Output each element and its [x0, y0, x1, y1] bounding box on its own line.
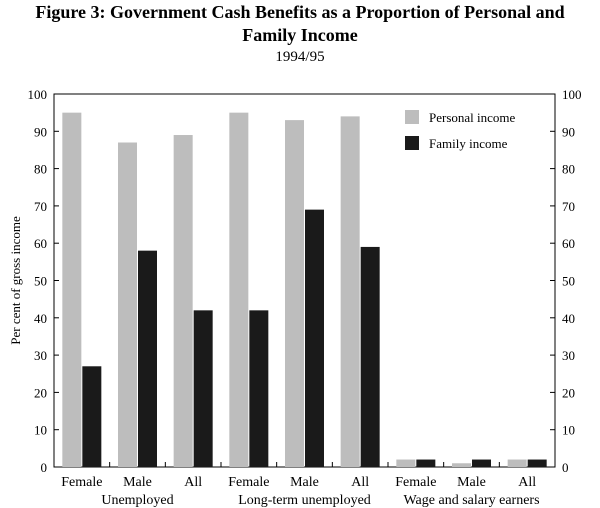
category-label: All — [351, 475, 369, 490]
y-tick-label-left: 70 — [34, 199, 47, 214]
y-tick-label-left: 60 — [34, 236, 47, 251]
y-axis-label: Per cent of gross income — [8, 216, 23, 345]
group-label: Long-term unemployed — [238, 493, 371, 508]
y-tick-label-right: 10 — [562, 423, 575, 438]
legend-label-family: Family income — [429, 136, 508, 151]
y-tick-label-right: 50 — [562, 274, 575, 289]
bar-family-income — [138, 250, 157, 467]
group-label: Wage and salary earners — [403, 493, 539, 508]
bar-family-income — [249, 310, 269, 467]
y-tick-label-left: 50 — [34, 274, 47, 289]
bar-family-income — [416, 459, 436, 467]
chart-title-line-1: Figure 3: Government Cash Benefits as a … — [35, 2, 565, 22]
bar-personal-income — [62, 112, 82, 468]
y-tick-label-right: 100 — [562, 87, 582, 102]
category-label: Female — [61, 475, 102, 490]
bar-personal-income — [452, 463, 471, 467]
y-tick-label-right: 80 — [562, 162, 575, 177]
chart-title-line-2: Family Income — [242, 25, 358, 45]
y-tick-label-left: 40 — [34, 311, 47, 326]
y-tick-label-left: 80 — [34, 162, 47, 177]
y-tick-label-left: 0 — [41, 460, 48, 475]
y-tick-label-left: 20 — [34, 385, 47, 400]
y-tick-label-left: 10 — [34, 423, 47, 438]
category-label: Female — [395, 475, 436, 490]
y-tick-label-right: 20 — [562, 385, 575, 400]
bar-personal-income — [396, 459, 416, 467]
bar-family-income — [527, 459, 547, 467]
bar-family-income — [82, 366, 102, 467]
legend-label-personal: Personal income — [429, 110, 516, 125]
bar-personal-income — [173, 135, 193, 467]
bar-family-income — [305, 209, 324, 467]
legend-swatch-personal — [405, 110, 419, 124]
bar-personal-income — [340, 116, 360, 467]
y-tick-label-right: 60 — [562, 236, 575, 251]
y-tick-label-left: 90 — [34, 124, 47, 139]
y-tick-label-right: 40 — [562, 311, 575, 326]
y-tick-label-right: 30 — [562, 348, 575, 363]
bar-personal-income — [229, 112, 249, 468]
y-tick-label-left: 100 — [28, 87, 48, 102]
bar-personal-income — [507, 459, 527, 467]
category-label: Male — [457, 475, 486, 490]
bar-family-income — [360, 246, 380, 467]
legend-swatch-family — [405, 136, 419, 150]
bar-personal-income — [118, 142, 137, 468]
category-label: All — [184, 475, 202, 490]
bar-family-income — [193, 310, 213, 467]
bar-family-income — [472, 459, 491, 467]
y-tick-label-right: 70 — [562, 199, 575, 214]
y-tick-label-right: 0 — [562, 460, 569, 475]
y-tick-label-left: 30 — [34, 348, 47, 363]
y-tick-label-right: 90 — [562, 124, 575, 139]
category-label: All — [518, 475, 536, 490]
category-label: Male — [290, 475, 319, 490]
chart-subtitle: 1994/95 — [275, 49, 325, 65]
category-label: Female — [228, 475, 269, 490]
title-block: Figure 3: Government Cash Benefits as a … — [0, 0, 600, 66]
bar-personal-income — [285, 120, 304, 468]
group-label: Unemployed — [101, 493, 173, 508]
category-label: Male — [123, 475, 152, 490]
